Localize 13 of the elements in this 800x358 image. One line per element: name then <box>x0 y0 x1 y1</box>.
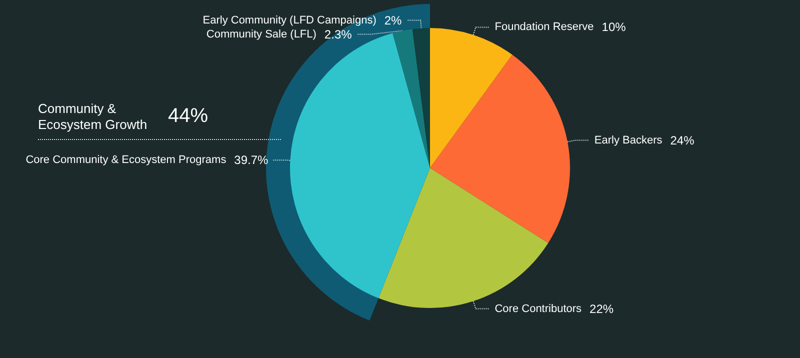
data-label: 24% <box>670 133 695 148</box>
slice-label: Early Backers <box>594 134 663 146</box>
slice-label: Community Sale (LFL) <box>206 28 316 40</box>
slice-label: Core Contributors <box>494 302 582 315</box>
data-label: 10% <box>602 20 626 34</box>
slice-label: Early Community (LFD Campaigns) <box>202 14 376 26</box>
data-label: 2% <box>384 13 402 28</box>
data-label: 22% <box>590 302 614 316</box>
data-label: 2.3% <box>324 27 352 42</box>
text: Community & Ecosystem Growth 44% <box>38 100 208 132</box>
data-label: 39.7% <box>234 153 269 168</box>
slice-label: Core Community & Ecosystem Programs <box>26 154 227 166</box>
slice-label: Foundation Reserve <box>494 21 594 34</box>
